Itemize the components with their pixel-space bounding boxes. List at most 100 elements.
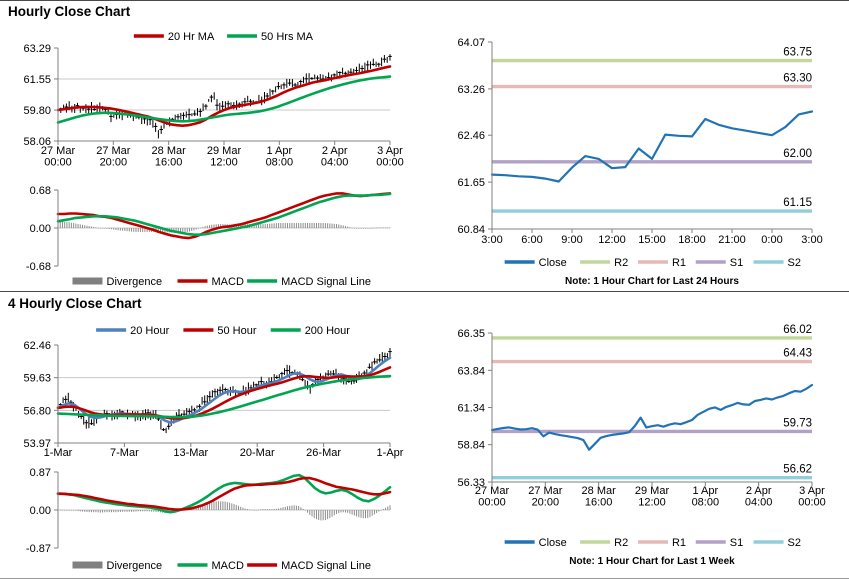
legend-label: R2 bbox=[614, 537, 628, 549]
x-tick-label: 26-Mar bbox=[306, 447, 341, 459]
chart-note: Note: 1 Hour Chart for Last 1 Week bbox=[569, 556, 735, 567]
x-tick-label: 2 Apr bbox=[322, 145, 348, 157]
four-hourly-macd-chart: 0.87 0.00 -0.87 Divergence MACD MACD Signal L… bbox=[26, 467, 392, 572]
y-tick-label: 60.84 bbox=[457, 224, 485, 236]
y-tick-label: -0.68 bbox=[26, 261, 51, 273]
legend-label: 200 Hour bbox=[305, 325, 351, 337]
series-macd bbox=[56, 473, 392, 514]
legend-label: R1 bbox=[672, 537, 686, 549]
weekly-support-resistance-chart: 66.02 64.43 59.73 56.62 66.35 63.84 61.34 58.84… bbox=[457, 324, 826, 567]
x-tick-label: 3 Apr bbox=[377, 145, 403, 157]
legend-label: 20 Hour bbox=[130, 325, 169, 337]
four-hourly-chart-title: 4 Hourly Close Chart bbox=[8, 296, 142, 311]
y-tick-label: 61.55 bbox=[23, 74, 51, 86]
x-tick-label: 21:00 bbox=[718, 234, 746, 246]
legend-label: 50 Hour bbox=[217, 325, 256, 337]
level-label-r2: 66.02 bbox=[783, 324, 812, 336]
y-tick-label: 0.68 bbox=[30, 185, 51, 197]
y-axis bbox=[54, 189, 59, 267]
y-tick-label: 0.00 bbox=[30, 505, 51, 517]
legend-label: Close bbox=[539, 537, 567, 549]
x-tick-label: 08:00 bbox=[692, 497, 720, 509]
legend-label: MACD bbox=[212, 276, 244, 288]
divergence-bars bbox=[57, 501, 391, 521]
x-tick-label: 6:00 bbox=[521, 234, 542, 246]
daily-support-resistance-chart: 63.75 63.30 62.00 61.15 64.07 63.26 62.46 61.65… bbox=[457, 37, 822, 287]
legend-swatch-divergence bbox=[72, 277, 103, 285]
y-tick-label: 56.80 bbox=[23, 405, 51, 417]
x-tick-label: 08:00 bbox=[266, 157, 294, 169]
y-tick-label: 59.63 bbox=[23, 373, 51, 385]
x-tick-label: 29 Mar bbox=[635, 485, 670, 497]
y-axis bbox=[54, 471, 59, 549]
y-tick-label: 63.26 bbox=[457, 84, 485, 96]
bottom-border bbox=[0, 578, 849, 579]
x-tick-label: 1 Apr bbox=[266, 145, 292, 157]
x-tick-label: 20-Mar bbox=[240, 447, 275, 459]
x-tick-label: 2 Apr bbox=[746, 485, 772, 497]
y-tick-label: 58.06 bbox=[23, 136, 51, 148]
legend-label: S2 bbox=[788, 257, 801, 269]
legend-swatch-divergence bbox=[72, 561, 103, 569]
candles bbox=[57, 348, 392, 434]
level-label-s2: 61.15 bbox=[783, 197, 812, 209]
x-tick-label: 00:00 bbox=[44, 157, 72, 169]
x-axis bbox=[491, 228, 813, 233]
x-tick-label: 27 Mar bbox=[41, 145, 76, 157]
y-tick-label: 62.46 bbox=[23, 340, 51, 352]
x-tick-label: 12:00 bbox=[638, 497, 666, 509]
legend: Close R2 R1 S1 S2 bbox=[504, 257, 801, 269]
level-label-s1: 62.00 bbox=[783, 148, 812, 160]
x-tick-label: 3:00 bbox=[801, 234, 822, 246]
y-tick-label: 59.80 bbox=[23, 105, 51, 117]
series-20-hr-ma bbox=[56, 65, 392, 127]
legend-label: Close bbox=[539, 257, 567, 269]
x-tick-label: 18:00 bbox=[678, 234, 706, 246]
legend-label: MACD Signal Line bbox=[281, 560, 371, 572]
level-label-s2: 56.62 bbox=[783, 464, 812, 476]
x-tick-label: 13-Mar bbox=[173, 447, 208, 459]
x-tick-label: 16:00 bbox=[585, 497, 613, 509]
x-tick-label: 3:00 bbox=[481, 234, 502, 246]
legend: 20 Hr MA 50 Hrs MA bbox=[133, 31, 314, 43]
series-macd-signal-line bbox=[56, 192, 392, 237]
hourly-chart-title: Hourly Close Chart bbox=[8, 4, 131, 19]
x-tick-label: 28 Mar bbox=[582, 485, 617, 497]
y-tick-label: 53.97 bbox=[23, 438, 51, 450]
legend-label: 50 Hrs MA bbox=[261, 31, 314, 43]
y-tick-label: 66.35 bbox=[457, 328, 485, 340]
level-label-s1: 59.73 bbox=[783, 417, 812, 429]
y-tick-label: 61.65 bbox=[457, 177, 485, 189]
x-tick-label: 9:00 bbox=[561, 234, 582, 246]
legend-label: S1 bbox=[730, 257, 743, 269]
legend: Close R2 R1 S1 S2 bbox=[504, 537, 801, 549]
x-tick-label: 29 Mar bbox=[207, 145, 242, 157]
y-tick-label: 64.07 bbox=[457, 37, 485, 49]
hourly-macd-chart: 0.68 0.00 -0.68 Divergence MACD MACD Signal L… bbox=[26, 185, 392, 288]
x-tick-label: 27 Mar bbox=[96, 145, 131, 157]
series-close bbox=[490, 110, 814, 183]
x-tick-label: 7-Mar bbox=[110, 447, 139, 459]
y-tick-label: 0.00 bbox=[30, 223, 51, 235]
x-tick-label: 00:00 bbox=[798, 497, 826, 509]
y-tick-label: -0.87 bbox=[26, 543, 51, 555]
x-tick-label: 27 Mar bbox=[475, 485, 510, 497]
level-label-r2: 63.75 bbox=[783, 47, 812, 59]
level-label-r1: 64.43 bbox=[783, 348, 812, 360]
legend-label: MACD bbox=[212, 560, 244, 572]
x-tick-label: 20:00 bbox=[532, 497, 560, 509]
x-tick-label: 27 Mar bbox=[528, 485, 563, 497]
top-border bbox=[0, 0, 849, 1]
series-200-hour bbox=[56, 374, 392, 419]
four-hourly-candlestick-chart: 62.46 59.63 56.80 53.971-Mar 7-Mar 13-Mar 20-M… bbox=[23, 325, 404, 459]
x-tick-label: 1-Mar bbox=[44, 447, 73, 459]
y-tick-label: 63.29 bbox=[23, 43, 51, 55]
x-tick-label: 04:00 bbox=[745, 497, 773, 509]
legend-label: Divergence bbox=[107, 560, 163, 572]
y-axis bbox=[488, 41, 493, 230]
x-axis bbox=[491, 481, 813, 486]
y-tick-label: 61.34 bbox=[457, 403, 485, 415]
candles bbox=[57, 54, 392, 139]
x-tick-label: 1-Apr bbox=[377, 447, 404, 459]
